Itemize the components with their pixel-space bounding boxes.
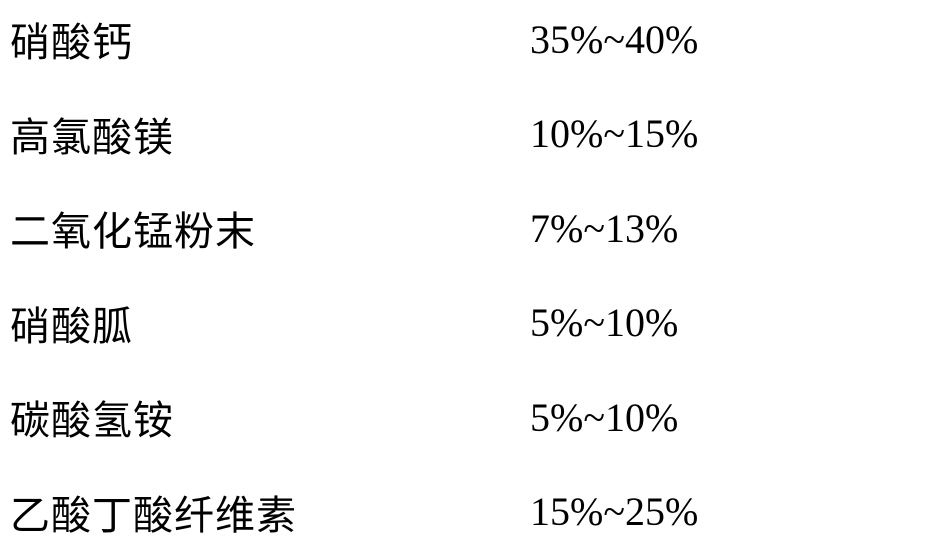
component-value: 10%~15% [530, 110, 908, 157]
component-name: 硝酸钙 [10, 10, 530, 68]
component-name: 碳酸氢铵 [10, 388, 530, 446]
table-row: 乙酸丁酸纤维素 15%~25% [10, 483, 908, 541]
component-value: 15%~25% [530, 488, 908, 535]
table-row: 硝酸胍 5%~10% [10, 294, 908, 352]
table-row: 硝酸钙 35%~40% [10, 10, 908, 68]
component-value: 7%~13% [530, 205, 908, 252]
component-value: 5%~10% [530, 394, 908, 441]
component-value: 5%~10% [530, 299, 908, 346]
component-name: 硝酸胍 [10, 294, 530, 352]
table-row: 高氯酸镁 10%~15% [10, 105, 908, 163]
component-value: 35%~40% [530, 16, 908, 63]
component-name: 乙酸丁酸纤维素 [10, 483, 530, 541]
component-name: 二氧化锰粉末 [10, 199, 530, 257]
composition-table: 硝酸钙 35%~40% 高氯酸镁 10%~15% 二氧化锰粉末 7%~13% 硝… [0, 0, 938, 551]
table-row: 二氧化锰粉末 7%~13% [10, 199, 908, 257]
table-row: 碳酸氢铵 5%~10% [10, 388, 908, 446]
component-name: 高氯酸镁 [10, 105, 530, 163]
